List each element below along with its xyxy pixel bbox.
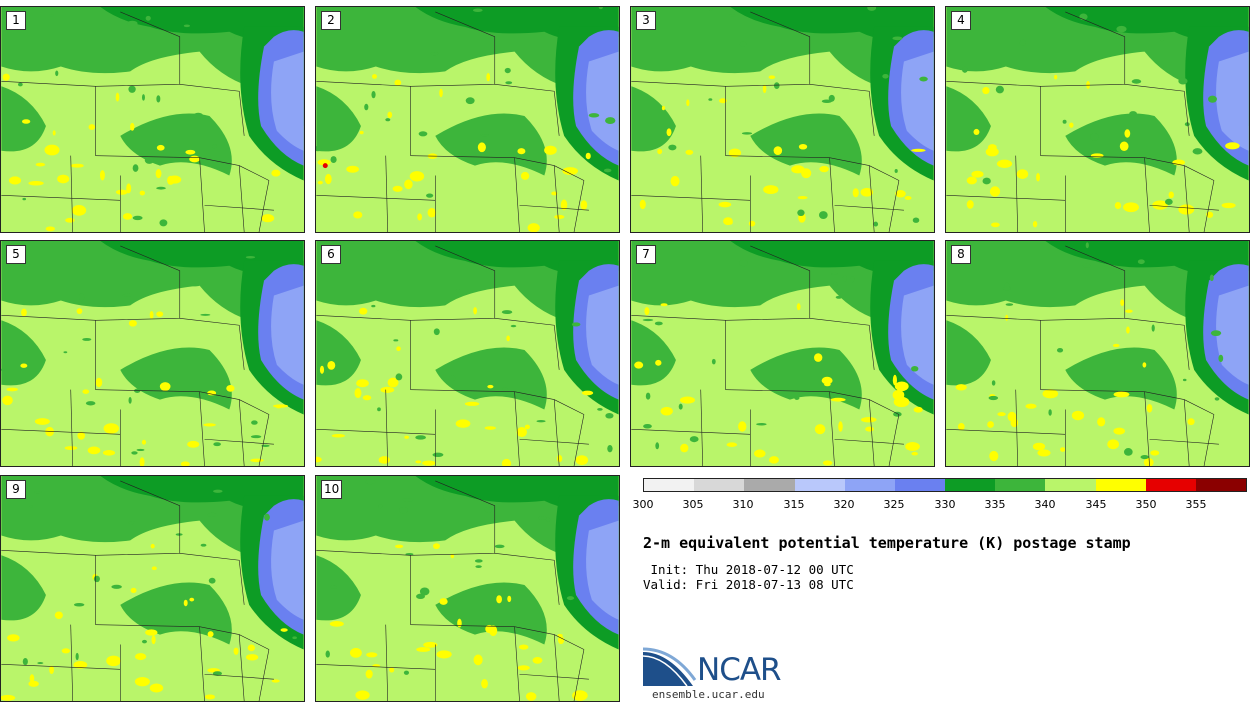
website-url: ensemble.ucar.edu [652, 688, 765, 701]
colorbar-segment [744, 479, 795, 491]
member-number: 2 [321, 11, 341, 30]
map-graphic [1, 476, 304, 701]
member-panel-9: 9 [0, 475, 305, 702]
member-number: 8 [951, 245, 971, 264]
member-number: 6 [321, 245, 341, 264]
member-number: 10 [321, 480, 343, 499]
colorbar-tick-label: 320 [833, 498, 855, 511]
map-graphic [1, 7, 304, 232]
member-panel-4: 4 [945, 6, 1250, 233]
member-number: 7 [636, 245, 656, 264]
colorbar-segment [644, 479, 695, 491]
colorbar-segment [945, 479, 996, 491]
colorbar-tick-label: 340 [1034, 498, 1056, 511]
colorbar-segment [794, 479, 845, 491]
colorbar-segment [894, 479, 946, 491]
colorbar-tick-label: 335 [984, 498, 1006, 511]
member-number: 9 [6, 480, 26, 499]
logo-text: NCAR [697, 652, 782, 688]
member-panel-3: 3 [630, 6, 935, 233]
member-panel-10: 10 [315, 475, 620, 702]
colorbar-segment [844, 479, 895, 491]
map-graphic [946, 7, 1249, 232]
colorbar-tick-label: 310 [732, 498, 754, 511]
member-panel-7: 7 [630, 240, 935, 467]
colorbar [643, 478, 1247, 492]
colorbar-segment [1095, 479, 1146, 491]
colorbar-tick-label: 300 [632, 498, 654, 511]
colorbar-tick-label: 315 [783, 498, 805, 511]
member-number: 3 [636, 11, 656, 30]
colorbar-segment [1195, 479, 1247, 491]
member-number: 1 [6, 11, 26, 30]
colorbar-tick-label: 345 [1085, 498, 1107, 511]
member-panel-6: 6 [315, 240, 620, 467]
ncar-logo-icon [643, 647, 697, 687]
map-graphic [316, 241, 619, 466]
colorbar-segment [1045, 479, 1096, 491]
init-time: Init: Thu 2018-07-12 00 UTC [643, 562, 854, 577]
map-graphic [316, 7, 619, 232]
colorbar-tick-label: 355 [1185, 498, 1207, 511]
colorbar-segment [995, 479, 1046, 491]
member-number: 4 [951, 11, 971, 30]
colorbar-tick-label: 330 [934, 498, 956, 511]
colorbar-segment [694, 479, 745, 491]
plot-title: 2-m equivalent potential temperature (K)… [643, 534, 1131, 552]
member-panel-8: 8 [945, 240, 1250, 467]
member-panel-1: 1 [0, 6, 305, 233]
map-graphic [316, 476, 619, 701]
valid-time: Valid: Fri 2018-07-13 08 UTC [643, 577, 854, 592]
colorbar-tick-label: 305 [682, 498, 704, 511]
member-number: 5 [6, 245, 26, 264]
member-panel-2: 2 [315, 6, 620, 233]
map-graphic [946, 241, 1249, 466]
colorbar-segment [1145, 479, 1196, 491]
colorbar-tick-label: 325 [883, 498, 905, 511]
map-graphic [1, 241, 304, 466]
map-graphic [631, 241, 934, 466]
map-graphic [631, 7, 934, 232]
colorbar-tick-label: 350 [1135, 498, 1157, 511]
member-panel-5: 5 [0, 240, 305, 467]
